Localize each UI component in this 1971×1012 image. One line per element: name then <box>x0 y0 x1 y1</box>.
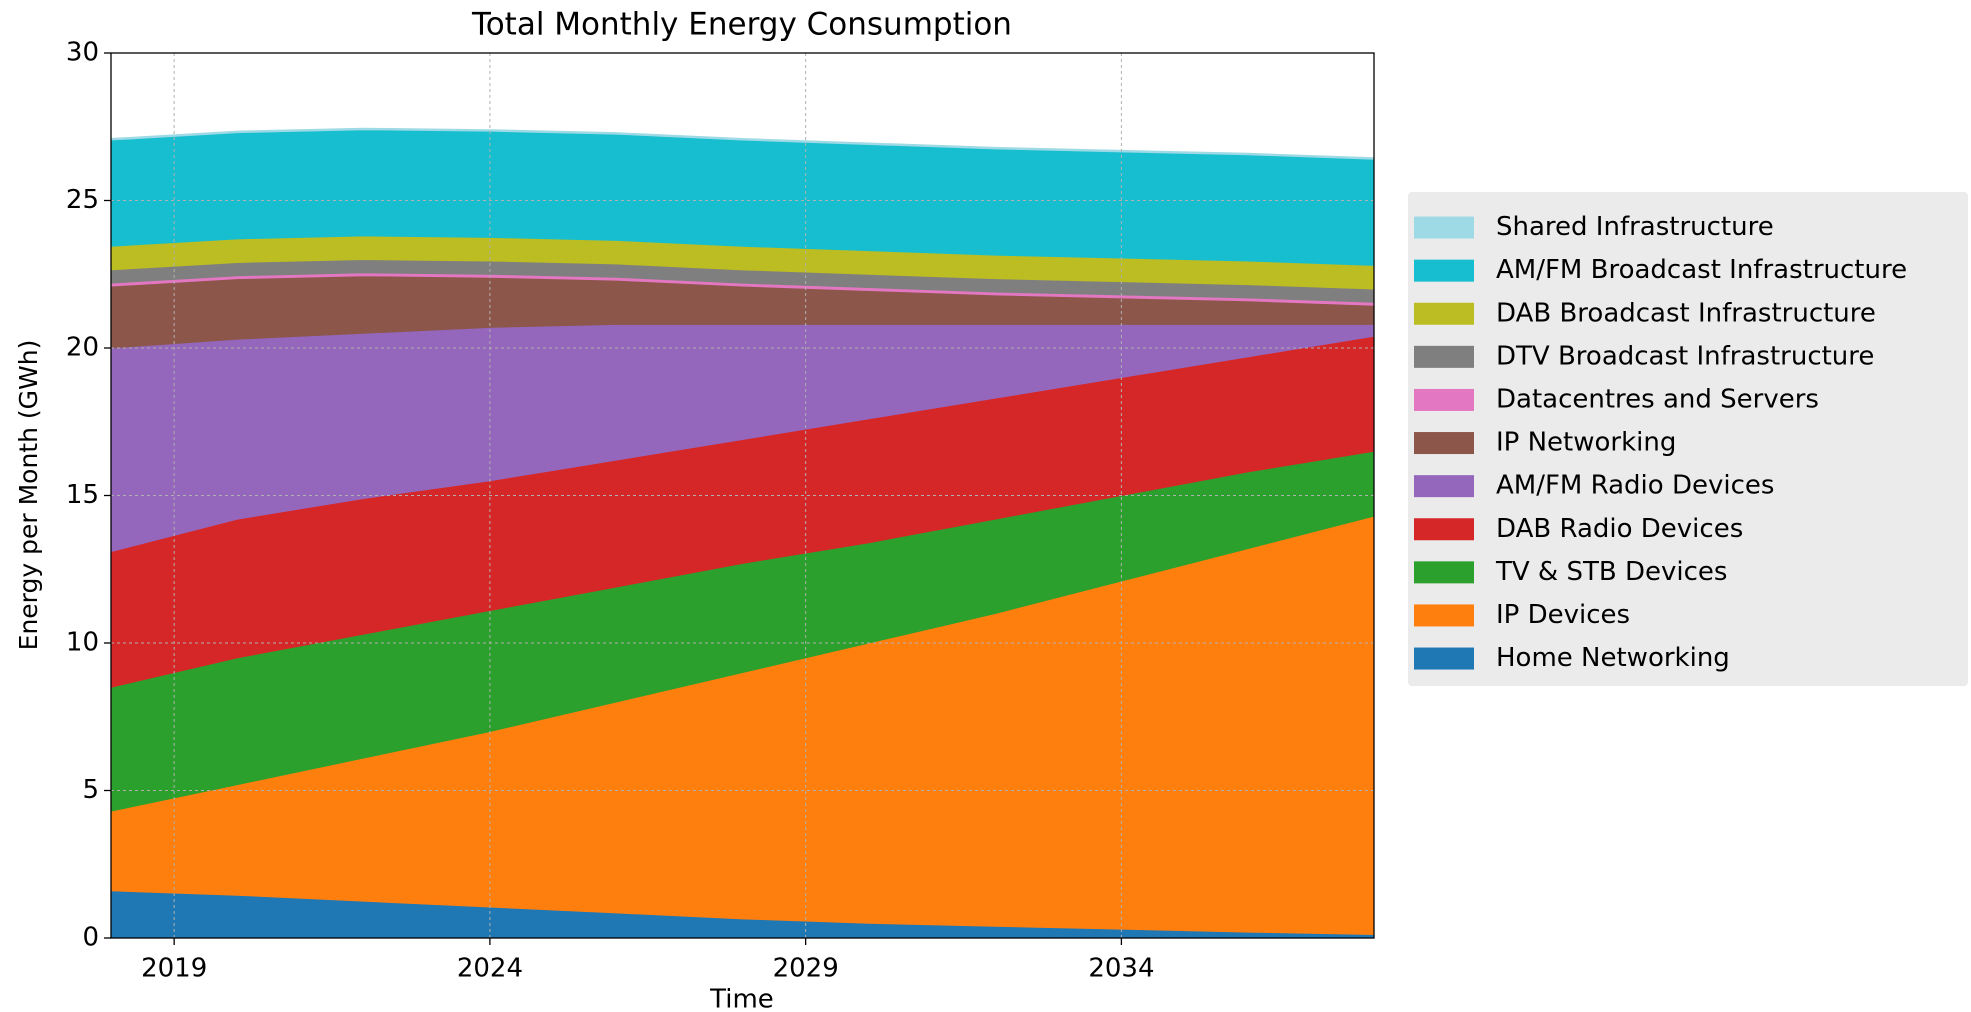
legend-label: IP Devices <box>1496 600 1630 630</box>
legend-swatch <box>1414 561 1474 584</box>
y-tick-label: 10 <box>66 628 99 658</box>
legend-box <box>1408 192 1968 687</box>
plot-area <box>110 127 1375 939</box>
y-tick-label: 25 <box>66 185 99 215</box>
legend-swatch <box>1414 388 1474 411</box>
y-tick-label: 0 <box>82 923 99 953</box>
legend-swatch <box>1414 302 1474 325</box>
legend-label: AM/FM Broadcast Infrastructure <box>1496 255 1907 285</box>
y-tick-label: 30 <box>66 38 99 68</box>
legend-label: TV & STB Devices <box>1495 557 1727 587</box>
x-tick-label: 2019 <box>141 954 207 984</box>
plot-frame <box>110 52 1375 939</box>
y-tick-label: 5 <box>82 775 99 805</box>
legend-swatch <box>1414 259 1474 282</box>
x-tick-label: 2029 <box>773 954 839 984</box>
chart-title: Total Monthly Energy Consumption <box>471 7 1012 43</box>
y-tick-label: 20 <box>66 333 99 363</box>
legend-swatch <box>1414 647 1474 670</box>
legend-swatch <box>1414 432 1474 455</box>
legend-swatch <box>1414 604 1474 627</box>
x-tick-label: 2034 <box>1088 954 1154 984</box>
legend-label: Home Networking <box>1496 643 1730 673</box>
x-tick-label: 2024 <box>457 954 523 984</box>
legend-swatch <box>1414 475 1474 498</box>
legend-label: DAB Broadcast Infrastructure <box>1496 298 1876 328</box>
legend-label: AM/FM Radio Devices <box>1496 471 1774 501</box>
legend-swatch <box>1414 518 1474 541</box>
legend-swatch <box>1414 345 1474 368</box>
legend-swatch <box>1414 216 1474 239</box>
legend-label: DTV Broadcast Infrastructure <box>1496 341 1874 371</box>
y-tick-label: 15 <box>66 480 99 510</box>
legend-label: Datacentres and Servers <box>1496 384 1819 414</box>
legend-label: Shared Infrastructure <box>1496 212 1774 242</box>
legend-label: IP Networking <box>1496 428 1676 458</box>
legend-label: DAB Radio Devices <box>1496 514 1743 544</box>
legend: Home Networking IP Devices TV & STB Device… <box>1408 192 1968 687</box>
y-axis-label: Energy per Month (GWh) <box>14 340 43 651</box>
x-axis-label: Time <box>709 985 774 1012</box>
